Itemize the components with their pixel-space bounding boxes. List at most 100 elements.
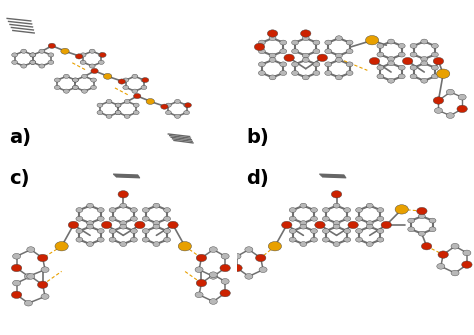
Circle shape: [313, 40, 320, 45]
Circle shape: [91, 85, 97, 89]
Circle shape: [64, 74, 69, 78]
Circle shape: [269, 53, 276, 58]
Circle shape: [388, 57, 394, 61]
Circle shape: [183, 103, 190, 107]
Circle shape: [344, 216, 351, 221]
Circle shape: [431, 44, 438, 48]
Circle shape: [310, 216, 318, 221]
Circle shape: [395, 205, 409, 214]
Circle shape: [89, 64, 95, 68]
Circle shape: [302, 75, 309, 80]
Circle shape: [12, 280, 21, 286]
Circle shape: [280, 49, 287, 54]
Circle shape: [245, 247, 253, 253]
Circle shape: [410, 65, 417, 70]
Circle shape: [55, 242, 68, 251]
Circle shape: [97, 103, 103, 107]
Circle shape: [315, 221, 325, 228]
Circle shape: [402, 58, 413, 65]
Text: d): d): [246, 169, 269, 188]
Circle shape: [196, 279, 207, 287]
Circle shape: [174, 114, 181, 118]
Circle shape: [48, 53, 54, 57]
Circle shape: [120, 224, 127, 229]
Circle shape: [419, 231, 425, 236]
Circle shape: [346, 40, 353, 45]
Circle shape: [30, 53, 36, 57]
Circle shape: [48, 43, 55, 48]
Circle shape: [356, 228, 363, 233]
Circle shape: [344, 208, 351, 212]
Circle shape: [164, 237, 171, 242]
Circle shape: [310, 237, 318, 242]
Circle shape: [73, 78, 78, 82]
Circle shape: [115, 111, 121, 115]
Circle shape: [21, 49, 27, 53]
Circle shape: [109, 208, 116, 212]
Circle shape: [421, 243, 432, 250]
Circle shape: [377, 74, 384, 79]
Circle shape: [61, 48, 69, 54]
Circle shape: [366, 203, 373, 208]
Circle shape: [178, 242, 191, 251]
Circle shape: [76, 216, 83, 221]
Circle shape: [87, 221, 93, 225]
Circle shape: [289, 216, 296, 221]
Circle shape: [123, 85, 129, 89]
Circle shape: [333, 242, 340, 247]
Circle shape: [221, 279, 229, 284]
Circle shape: [168, 221, 178, 228]
Circle shape: [115, 103, 121, 107]
Circle shape: [325, 71, 332, 75]
Circle shape: [434, 108, 443, 113]
Circle shape: [346, 62, 353, 67]
Circle shape: [300, 224, 307, 229]
Circle shape: [333, 221, 340, 225]
Circle shape: [37, 281, 48, 288]
Circle shape: [398, 44, 405, 48]
Circle shape: [463, 250, 471, 256]
Circle shape: [109, 228, 116, 233]
Circle shape: [259, 267, 267, 273]
Circle shape: [433, 97, 444, 104]
Circle shape: [336, 36, 342, 41]
Circle shape: [410, 74, 417, 79]
Circle shape: [322, 208, 329, 212]
Circle shape: [30, 53, 36, 57]
Circle shape: [120, 242, 127, 247]
Circle shape: [377, 52, 384, 57]
Circle shape: [89, 49, 95, 53]
Circle shape: [300, 203, 307, 208]
Circle shape: [381, 221, 392, 228]
Circle shape: [438, 251, 448, 258]
Circle shape: [302, 36, 309, 41]
Circle shape: [101, 221, 112, 228]
Circle shape: [75, 54, 83, 59]
Circle shape: [109, 216, 116, 221]
Circle shape: [130, 208, 137, 212]
Circle shape: [97, 111, 103, 115]
Circle shape: [336, 58, 342, 62]
Circle shape: [331, 191, 342, 198]
Circle shape: [421, 39, 428, 44]
Circle shape: [135, 221, 145, 228]
Circle shape: [388, 39, 394, 44]
Circle shape: [429, 218, 436, 223]
Circle shape: [97, 208, 104, 212]
Circle shape: [333, 224, 340, 229]
Circle shape: [73, 85, 78, 89]
Circle shape: [437, 263, 445, 269]
Circle shape: [289, 208, 296, 212]
Circle shape: [103, 73, 112, 79]
Circle shape: [233, 253, 241, 259]
Circle shape: [118, 191, 128, 198]
Circle shape: [322, 216, 329, 221]
Circle shape: [313, 71, 320, 75]
Circle shape: [130, 216, 137, 221]
Circle shape: [292, 40, 299, 45]
Circle shape: [462, 261, 472, 268]
Circle shape: [165, 103, 172, 107]
Circle shape: [76, 228, 83, 233]
Circle shape: [97, 237, 104, 242]
Circle shape: [142, 78, 149, 82]
